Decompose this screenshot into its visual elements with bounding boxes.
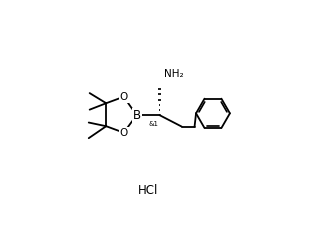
Text: O: O xyxy=(120,92,128,102)
Text: B: B xyxy=(133,109,141,122)
Text: HCl: HCl xyxy=(138,184,159,197)
Text: &1: &1 xyxy=(149,121,159,127)
Text: O: O xyxy=(120,128,128,138)
Text: NH₂: NH₂ xyxy=(164,69,184,79)
